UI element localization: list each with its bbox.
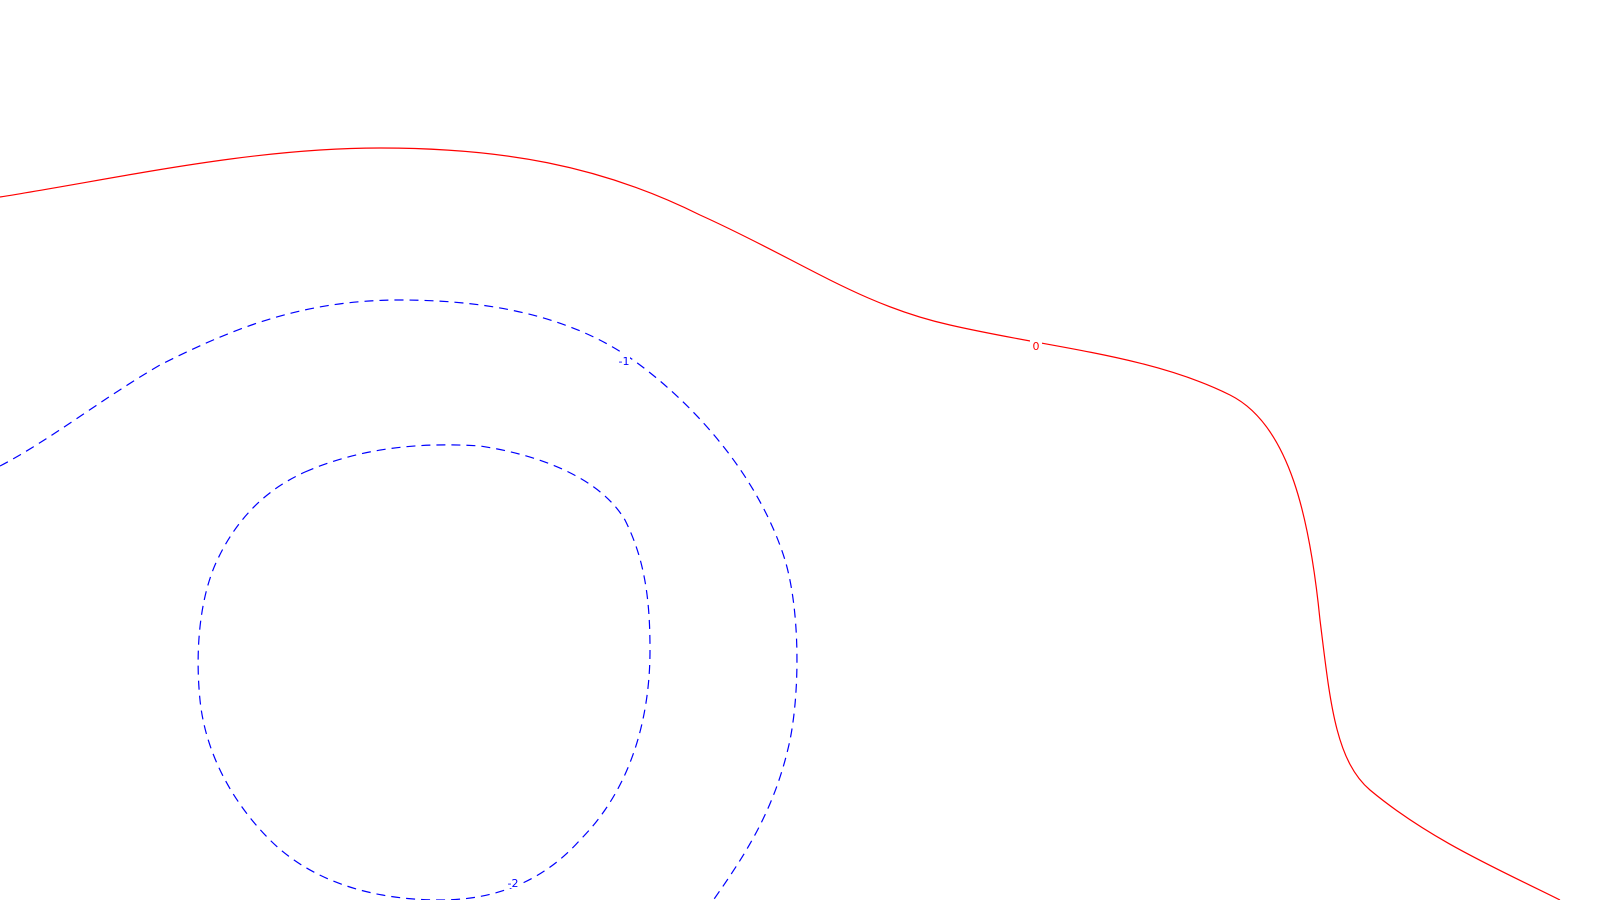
contour-zero: 0 [0,147,1561,900]
contour-zero-label: 0 [1033,340,1040,353]
contour-minus-2: -2 [197,444,651,900]
contour-minus-1-label-gap [616,354,630,366]
contour-zero-line [0,147,1561,900]
contour-minus-1: -1 [0,299,798,900]
contour-zero-label-gap [1030,340,1042,352]
contour-minus-2-label: -2 [508,877,519,890]
contour-minus-1-label: -1 [619,355,630,368]
contour-minus-2-label-gap [505,876,519,888]
